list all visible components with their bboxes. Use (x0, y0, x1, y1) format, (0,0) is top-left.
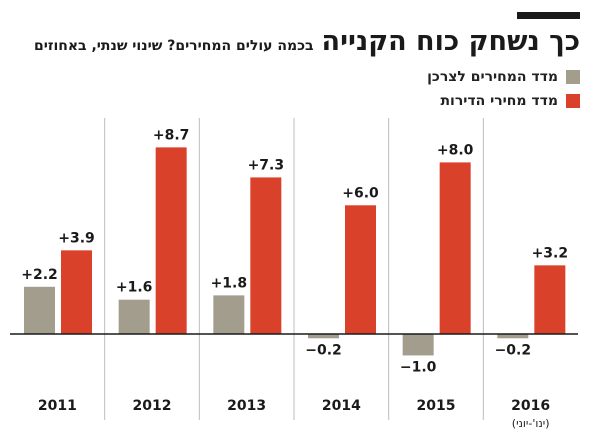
data-label-consumer-2012: +1.6 (116, 280, 153, 296)
header-accent-bar (517, 12, 580, 19)
data-label-housing-2011: +3.9 (58, 230, 95, 246)
chart-title: כך נשחק כוח הקנייה (321, 26, 580, 57)
data-label-housing-2016: +3.2 (532, 245, 569, 261)
bar-consumer-2016 (497, 334, 529, 339)
data-label-consumer-2016: −0.2 (495, 342, 532, 358)
legend-swatch-housing (566, 94, 580, 108)
bar-consumer-2013 (213, 295, 245, 334)
legend-swatch-consumer (566, 70, 580, 84)
data-label-housing-2013: +7.3 (248, 157, 285, 173)
data-label-consumer-2015: −1.0 (400, 359, 437, 375)
legend-item-housing: מדד מחירי הדירות (440, 91, 580, 111)
year-label-2011: 2011 (38, 398, 77, 414)
year-label-2015: 2015 (417, 398, 456, 414)
year-label-2012: 2012 (133, 398, 172, 414)
data-label-housing-2012: +8.7 (153, 127, 190, 143)
bar-housing-2014 (345, 205, 376, 334)
bar-housing-2013 (250, 177, 282, 334)
data-label-consumer-2014: −0.2 (305, 342, 342, 358)
year-note-2016: (ינו'-יוני) (512, 417, 550, 430)
legend-label-consumer: מדד המחירים לצרכן (427, 69, 558, 85)
bar-housing-2012 (155, 147, 187, 334)
data-label-housing-2014: +6.0 (342, 185, 379, 201)
data-label-consumer-2013: +1.8 (211, 275, 248, 291)
bar-housing-2016 (534, 265, 566, 334)
data-label-consumer-2011: +2.2 (21, 267, 58, 283)
bar-consumer-2015 (402, 334, 434, 356)
bar-housing-2015 (439, 162, 471, 334)
data-label-housing-2015: +8.0 (437, 142, 474, 158)
year-label-2016: 2016 (511, 398, 550, 414)
bar-consumer-2011 (24, 286, 55, 334)
legend-item-consumer: מדד המחירים לצרכן (427, 67, 580, 87)
year-label-2013: 2013 (227, 398, 266, 414)
year-label-2014: 2014 (322, 398, 361, 414)
chart-subtitle: בכמה עולים המחירים? שינוי שנתי, באחוזים (33, 38, 314, 54)
bar-housing-2011 (61, 250, 92, 334)
bar-consumer-2014 (308, 334, 339, 339)
chart-header: כך נשחק כוח הקנייה בכמה עולים המחירים? שי… (10, 22, 580, 66)
bar-consumer-2012 (118, 299, 150, 334)
legend-label-housing: מדד מחירי הדירות (440, 93, 558, 109)
